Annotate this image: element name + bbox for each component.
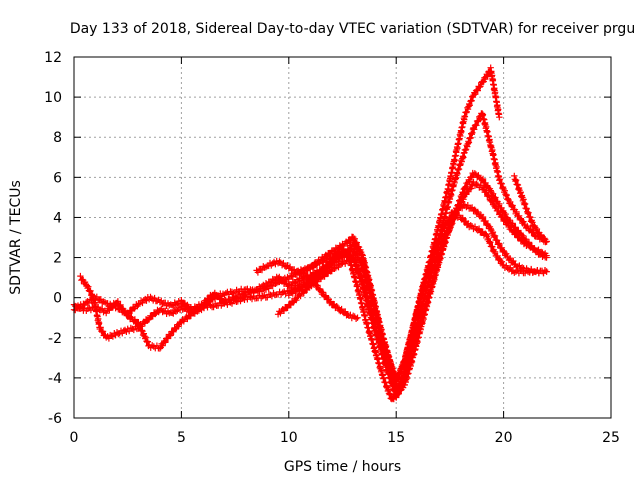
chart-title: Day 133 of 2018, Sidereal Day-to-day VTE… (70, 21, 635, 37)
x-axis-label: GPS time / hours (284, 459, 401, 475)
x-tick-label: 0 (70, 430, 79, 446)
axis-ticks (73, 56, 612, 419)
y-tick-label: 2 (53, 251, 62, 267)
y-tick-label: 10 (44, 90, 62, 106)
y-tick-label: -2 (48, 331, 62, 347)
x-tick-label: 10 (280, 430, 298, 446)
series-track-1 (70, 209, 550, 403)
plot-frame (73, 56, 612, 419)
y-tick-label: 0 (53, 291, 62, 307)
y-tick-label: 6 (53, 170, 62, 186)
series-track-8 (511, 172, 550, 246)
y-axis-label: SDTVAR / TECUs (8, 180, 24, 295)
x-tick-label: 15 (387, 430, 405, 446)
series-markers (70, 209, 550, 403)
y-tick-label: -4 (48, 371, 62, 387)
gridlines (74, 57, 611, 418)
y-tick-label: 8 (53, 130, 62, 146)
series-track-4 (274, 169, 550, 394)
y-tick-label: 12 (44, 50, 62, 66)
series-markers (511, 172, 550, 246)
data-series (70, 64, 550, 403)
y-tick-label: 4 (53, 210, 62, 226)
y-tick-labels: -6 -4 -2 0 2 4 6 8 10 12 (44, 50, 62, 427)
x-tick-labels: 0 5 10 15 20 25 (70, 430, 620, 446)
series-markers (253, 257, 361, 322)
series-track-7 (253, 257, 361, 322)
x-tick-label: 5 (177, 430, 186, 446)
x-tick-label: 25 (602, 430, 620, 446)
series-markers (274, 169, 550, 394)
y-tick-label: -6 (48, 411, 62, 427)
x-tick-label: 20 (495, 430, 513, 446)
